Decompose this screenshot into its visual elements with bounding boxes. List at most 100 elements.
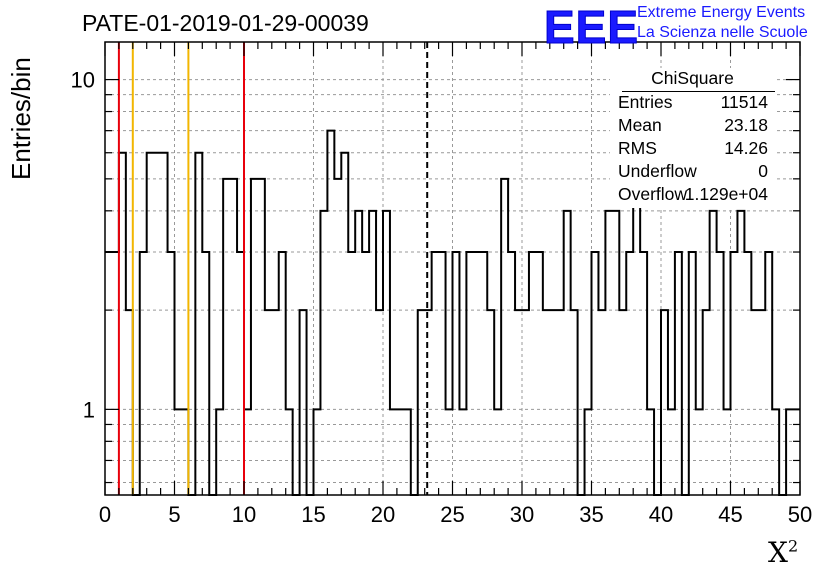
histogram-bin xyxy=(105,252,112,495)
stats-value: 23.18 xyxy=(724,115,768,135)
histogram-bin xyxy=(265,310,272,495)
stats-label: Overflow xyxy=(618,184,688,204)
histogram-bin xyxy=(710,211,717,495)
y-tick-label: 1 xyxy=(83,397,95,422)
histogram-bin xyxy=(633,179,640,495)
histogram-bin xyxy=(279,252,286,495)
histogram-bin xyxy=(522,310,529,495)
histogram-bin xyxy=(230,179,237,495)
grid-layer xyxy=(105,42,800,495)
x-tick-label: 35 xyxy=(579,502,603,527)
stats-label: Entries xyxy=(618,92,673,112)
x-tick-label: 40 xyxy=(649,502,673,527)
histogram-bin xyxy=(369,211,376,495)
stats-row-mean: Mean 23.18 xyxy=(618,115,768,137)
histogram-bin xyxy=(557,310,564,495)
histogram-bin xyxy=(605,211,612,495)
stats-value: 0 xyxy=(758,161,768,181)
histogram-bin xyxy=(585,409,592,495)
stats-label: Mean xyxy=(618,115,662,135)
histogram-bin xyxy=(612,211,619,495)
histogram-bin xyxy=(696,409,703,495)
stats-row-underflow: Underflow 0 xyxy=(618,161,768,183)
histogram-bin xyxy=(494,409,501,495)
histogram-bin xyxy=(508,252,515,495)
histogram-bin xyxy=(161,153,168,495)
histogram-bin xyxy=(487,310,494,495)
histogram-bin xyxy=(731,252,738,495)
histogram-bin xyxy=(619,310,626,495)
histogram-bin xyxy=(404,409,411,495)
histogram-bin xyxy=(675,252,682,495)
histogram-bin xyxy=(529,252,536,495)
histogram-bin xyxy=(724,409,731,495)
histogram-bin xyxy=(751,310,758,495)
histogram-bin xyxy=(286,409,293,495)
histogram-bin xyxy=(744,252,751,495)
histogram-bin xyxy=(598,310,605,495)
histogram-bin xyxy=(717,252,724,495)
histogram-bin xyxy=(244,409,251,495)
tick-layer: 0 5 10 15 20 25 30 35 40 45 50 1 10 xyxy=(71,42,812,527)
stats-value: 1.129e+04 xyxy=(684,184,768,204)
histogram-bin xyxy=(466,252,473,495)
stats-value: 14.26 xyxy=(724,138,768,158)
histogram-bin xyxy=(459,409,466,495)
x-tick-label: 20 xyxy=(371,502,395,527)
histogram-bin xyxy=(480,252,487,495)
eee-logo-line2: La Scienza nelle Scuole xyxy=(637,24,808,41)
histogram-bin xyxy=(376,310,383,495)
histogram-bin xyxy=(168,252,175,495)
x-tick-label: 45 xyxy=(718,502,742,527)
x-tick-label: 15 xyxy=(301,502,325,527)
histogram-bin xyxy=(355,211,362,495)
histogram-bin xyxy=(439,252,446,495)
histogram-bin xyxy=(154,153,161,495)
histogram-bin xyxy=(202,252,209,495)
reference-lines-layer xyxy=(117,42,429,495)
x-tick-label: 50 xyxy=(788,502,812,527)
histogram-bin xyxy=(300,310,307,495)
histogram-bin xyxy=(501,179,508,495)
stats-row-rms: RMS 14.26 xyxy=(618,138,768,160)
histogram-bin xyxy=(126,310,133,495)
histogram-bin xyxy=(668,409,675,495)
histogram-bin xyxy=(195,153,202,495)
histogram-bin xyxy=(647,409,654,495)
x-axis-label: X2 xyxy=(768,536,799,569)
stats-row-overflow: Overflow 1.129e+04 xyxy=(618,184,768,206)
histogram-bin xyxy=(237,252,244,495)
histogram-bin xyxy=(758,310,765,495)
histogram-bin xyxy=(341,153,348,495)
histogram-bin xyxy=(383,211,390,495)
histogram-bin xyxy=(314,409,321,495)
stats-box: ChiSquare Entries 11514 Mean 23.18 RMS 1… xyxy=(610,68,775,208)
histogram-bin xyxy=(418,310,425,495)
x-tick-label: 5 xyxy=(168,502,180,527)
stats-label: RMS xyxy=(618,138,657,158)
histogram-bin xyxy=(397,409,404,495)
x-tick-label: 10 xyxy=(232,502,256,527)
histogram-bin xyxy=(362,252,369,495)
histogram-bin xyxy=(453,252,460,495)
histogram-bin xyxy=(543,310,550,495)
y-tick-label: 10 xyxy=(71,68,95,93)
histogram-bin xyxy=(571,310,578,495)
histogram-bin xyxy=(640,252,647,495)
histogram-bin xyxy=(432,252,439,495)
histogram-bin xyxy=(140,252,147,495)
histogram-bin xyxy=(703,310,710,495)
eee-logo-mark: EEE xyxy=(543,1,640,54)
histogram-bin xyxy=(626,252,633,495)
histogram-bin xyxy=(446,409,453,495)
x-tick-label: 30 xyxy=(510,502,534,527)
stats-title: ChiSquare xyxy=(651,68,734,88)
histogram-bin xyxy=(689,252,696,495)
histogram-bin xyxy=(348,252,355,495)
x-axis-label-exponent: 2 xyxy=(787,536,799,556)
histogram-bin xyxy=(147,153,154,495)
y-axis-label: Entries/bin xyxy=(6,57,36,180)
stats-title-rule xyxy=(622,91,775,92)
histogram-bin xyxy=(334,179,341,495)
